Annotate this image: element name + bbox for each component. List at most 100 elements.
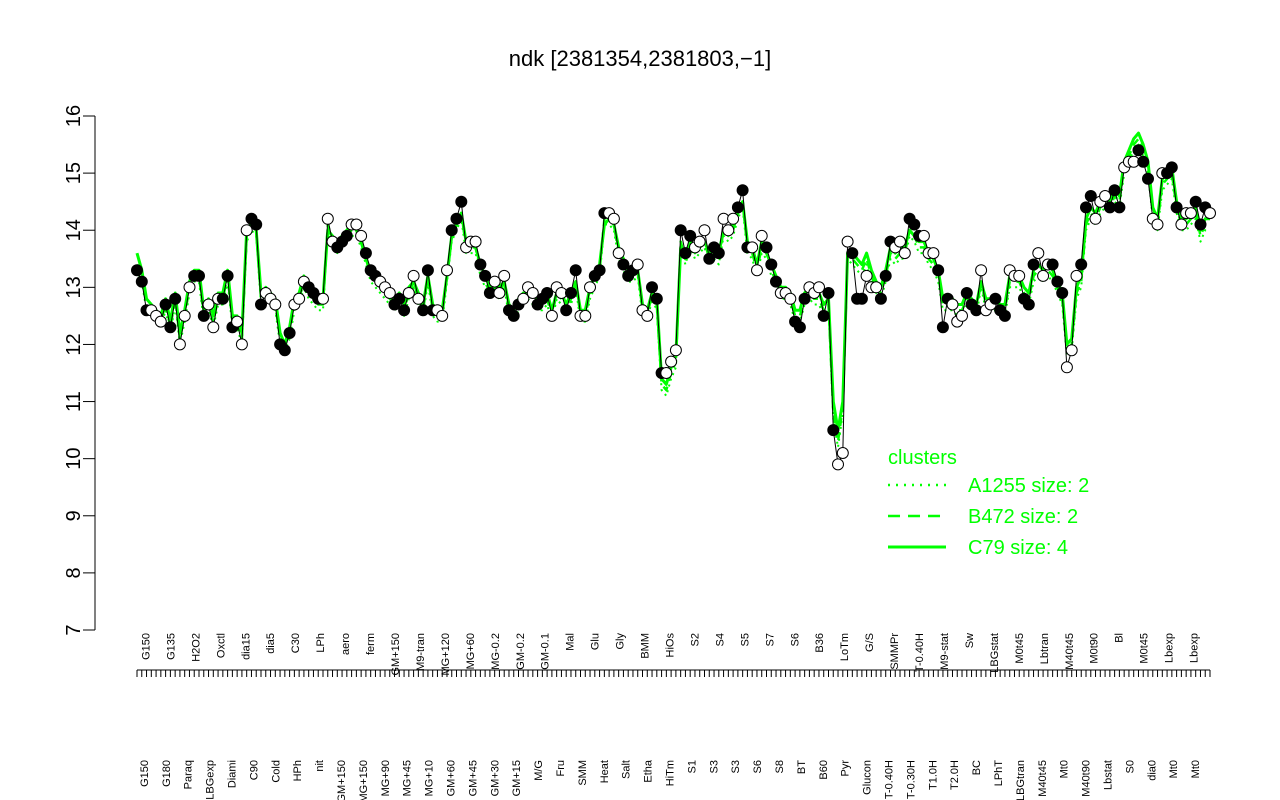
x-tick-label-top: H2O2 bbox=[190, 633, 202, 662]
x-tick-label-top: ferm bbox=[365, 633, 377, 655]
data-point bbox=[412, 292, 425, 305]
x-tick-label-top: Mal bbox=[565, 633, 577, 651]
data-point bbox=[173, 338, 186, 351]
x-tick-label-top: Bl bbox=[1114, 633, 1126, 643]
x-tick-label-top: Oxctl bbox=[215, 633, 227, 658]
cluster-line-a1255 bbox=[136, 143, 1210, 449]
data-point bbox=[579, 309, 592, 322]
legend-entry-label: C79 size: 4 bbox=[968, 537, 1068, 559]
data-point bbox=[679, 247, 692, 260]
data-point bbox=[293, 292, 306, 305]
x-tick-label-top: T-0.40H bbox=[914, 633, 926, 672]
x-tick-label-top: S4 bbox=[714, 633, 726, 646]
y-tick-label: 8 bbox=[63, 567, 85, 578]
data-point bbox=[898, 247, 911, 260]
x-tick-label-bottom: MG+10 bbox=[424, 760, 436, 796]
x-tick-label-bottom: MG+45 bbox=[402, 760, 414, 796]
data-point bbox=[1184, 207, 1197, 220]
data-point bbox=[860, 269, 873, 282]
x-tick-label-bottom: HiTm bbox=[665, 760, 677, 786]
x-tick-label-bottom: GM+150 bbox=[336, 760, 348, 800]
data-point bbox=[755, 229, 768, 242]
x-tick-label-top: HiOs bbox=[665, 633, 677, 658]
data-point bbox=[1037, 269, 1050, 282]
data-point bbox=[793, 321, 806, 334]
x-tick-label-bottom: Diami bbox=[227, 760, 239, 788]
x-tick-label-top: LPh bbox=[315, 633, 327, 653]
data-point bbox=[541, 287, 554, 299]
x-tick-label-top: M0t45 bbox=[1139, 633, 1151, 664]
data-point bbox=[278, 344, 291, 357]
x-tick-label-bottom: BC bbox=[971, 760, 983, 775]
data-point bbox=[731, 201, 744, 214]
x-tick-label-bottom: S3 bbox=[730, 760, 742, 773]
data-point bbox=[355, 229, 368, 242]
data-point bbox=[870, 281, 883, 294]
x-tick-label-top: G150 bbox=[140, 633, 152, 660]
data-point bbox=[927, 247, 940, 260]
data-point bbox=[436, 309, 449, 322]
data-point bbox=[584, 281, 596, 294]
data-point bbox=[665, 355, 678, 368]
x-tick-label-top: BMM bbox=[640, 633, 652, 659]
data-point bbox=[1051, 275, 1064, 288]
x-tick-label-top: GM-0.1 bbox=[540, 633, 552, 670]
x-tick-label-bottom: G180 bbox=[161, 760, 173, 787]
y-tick-label: 7 bbox=[63, 624, 85, 635]
x-tick-label-bottom: GM+60 bbox=[446, 760, 458, 796]
x-tick-label-top: aero bbox=[340, 633, 352, 655]
data-point bbox=[202, 298, 215, 311]
legend-title: clusters bbox=[888, 447, 957, 469]
y-tick-label: 9 bbox=[63, 510, 85, 521]
x-tick-label-top: S6 bbox=[789, 633, 801, 646]
x-tick-label-bottom: Salt bbox=[621, 760, 633, 779]
x-tick-label-top: Lbexp bbox=[1164, 633, 1176, 663]
data-point bbox=[607, 212, 620, 225]
data-point bbox=[455, 195, 468, 208]
data-point bbox=[827, 424, 840, 437]
data-point bbox=[722, 224, 735, 237]
data-point bbox=[450, 212, 463, 225]
data-point bbox=[669, 344, 682, 357]
x-tick-label-bottom: C90 bbox=[248, 760, 260, 780]
x-tick-label-bottom: HPh bbox=[292, 760, 304, 781]
x-tick-label-bottom: Cold bbox=[270, 760, 282, 783]
data-point bbox=[956, 309, 968, 322]
data-point bbox=[445, 224, 458, 237]
y-tick-label: 10 bbox=[63, 448, 85, 470]
x-tick-label-top: S2 bbox=[689, 633, 701, 646]
x-tick-label-top: SMMPr bbox=[889, 633, 901, 670]
data-point bbox=[269, 298, 282, 311]
data-point bbox=[736, 184, 749, 197]
data-point bbox=[646, 281, 658, 294]
x-tick-label-bottom: Heat bbox=[599, 760, 611, 783]
data-point bbox=[684, 229, 697, 242]
data-point bbox=[1142, 172, 1154, 185]
x-axis: G150 G135 H2O2 Oxctl dia15 dia5 C30 LPh aero ferm… bbox=[136, 633, 1211, 800]
data-point bbox=[751, 264, 763, 277]
data-point bbox=[1170, 201, 1183, 214]
x-tick-label-bottom: GM+45 bbox=[467, 760, 479, 796]
x-tick-label-bottom: T-0.30H bbox=[905, 760, 917, 799]
x-tick-label-bottom: M/G bbox=[533, 760, 545, 781]
data-point bbox=[169, 292, 182, 305]
y-tick-label: 16 bbox=[63, 105, 85, 127]
x-tick-label-bottom: Fru bbox=[555, 760, 567, 777]
x-tick-label-bottom: LPhT bbox=[993, 760, 1005, 787]
data-point bbox=[894, 235, 906, 248]
data-point bbox=[841, 235, 854, 248]
data-point bbox=[545, 309, 558, 322]
data-point bbox=[746, 241, 759, 254]
x-tick-label-bottom: T-0.40H bbox=[883, 760, 895, 799]
x-tick-label-bottom: LBGexp bbox=[205, 760, 217, 800]
data-point bbox=[1204, 207, 1216, 220]
data-point bbox=[159, 298, 172, 311]
data-point bbox=[498, 269, 511, 282]
data-point bbox=[560, 304, 573, 317]
data-point bbox=[507, 309, 520, 322]
x-tick-label-bottom: Pyr bbox=[840, 760, 852, 777]
data-point bbox=[255, 298, 267, 311]
data-point bbox=[932, 264, 945, 277]
y-tick-label: 11 bbox=[63, 391, 85, 412]
data-point bbox=[813, 281, 825, 294]
